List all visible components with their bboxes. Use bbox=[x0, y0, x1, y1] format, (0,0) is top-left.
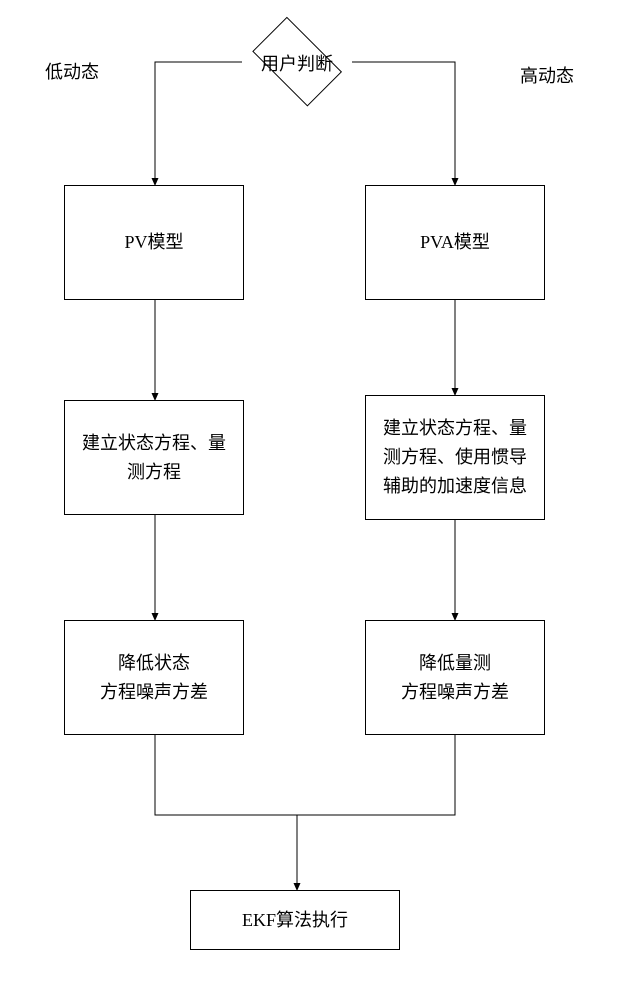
edge-label-right: 高动态 bbox=[520, 62, 574, 88]
node-pva-equations: 建立状态方程、量测方程、使用惯导辅助的加速度信息 bbox=[365, 395, 545, 520]
node-label: PVA模型 bbox=[420, 228, 490, 257]
node-pv-model: PV模型 bbox=[64, 185, 244, 300]
node-label: 降低状态方程噪声方差 bbox=[100, 649, 208, 707]
node-ekf: EKF算法执行 bbox=[190, 890, 400, 950]
node-pv-noise: 降低状态方程噪声方差 bbox=[64, 620, 244, 735]
edge-label-left: 低动态 bbox=[45, 58, 99, 84]
node-pva-model: PVA模型 bbox=[365, 185, 545, 300]
flowchart-canvas: 用户判断 低动态 高动态 PV模型 PVA模型 建立状态方程、量测方程 建立状态… bbox=[0, 0, 624, 1000]
node-pva-noise: 降低量测方程噪声方差 bbox=[365, 620, 545, 735]
node-label: 建立状态方程、量测方程 bbox=[82, 429, 226, 487]
node-label: 建立状态方程、量测方程、使用惯导辅助的加速度信息 bbox=[383, 414, 527, 500]
node-label: 降低量测方程噪声方差 bbox=[401, 649, 509, 707]
node-pv-equations: 建立状态方程、量测方程 bbox=[64, 400, 244, 515]
node-label: PV模型 bbox=[124, 228, 183, 257]
node-label: EKF算法执行 bbox=[242, 906, 348, 935]
decision-node bbox=[252, 17, 342, 107]
